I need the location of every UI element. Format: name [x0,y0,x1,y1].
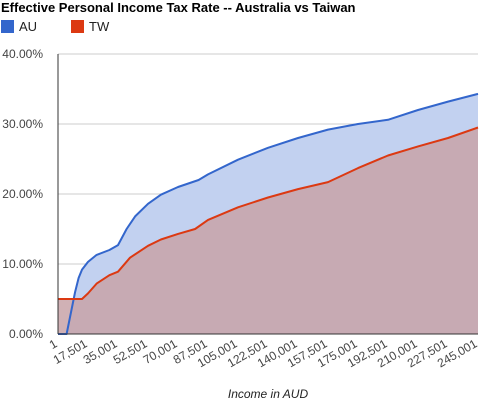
x-tick-label: 17,501 [51,336,90,367]
y-tick-label: 10.00% [2,257,43,271]
y-tick-label: 20.00% [2,187,43,201]
legend: AU TW [1,19,110,34]
chart-title: Effective Personal Income Tax Rate -- Au… [1,0,356,15]
x-axis-label: Income in AUD [228,387,309,401]
y-tick-label: 40.00% [2,47,43,61]
x-axis-ticks: 117,50135,00152,50170,00187,501105,00112… [47,336,480,370]
series-areas [57,54,479,335]
area-tw [58,127,478,334]
legend-label-tw[interactable]: TW [89,19,110,34]
legend-label-au[interactable]: AU [19,19,37,34]
line-au [58,92,479,335]
x-tick-label: 70,001 [141,336,180,367]
y-tick-label: 0.00% [9,327,43,341]
line-tw [58,126,479,300]
x-tick-label: 52,501 [111,336,150,367]
y-tick-label: 30.00% [2,117,43,131]
y-axis-ticks: 0.00% 10.00% 20.00% 30.00% 40.00% [2,47,43,341]
legend-swatch-tw[interactable] [71,20,84,33]
x-tick-label: 35,001 [81,336,120,367]
legend-swatch-au[interactable] [1,20,14,33]
